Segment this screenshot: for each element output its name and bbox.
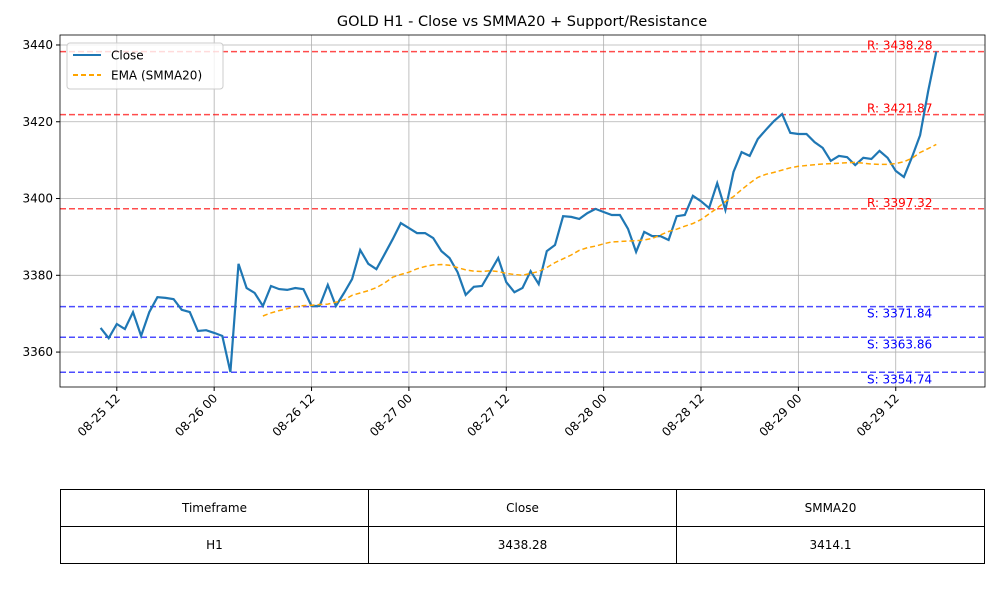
y-tick-label: 3440 <box>22 38 53 52</box>
x-tick-label: 08-25 12 <box>75 391 123 439</box>
level-label: S: 3363.86 <box>867 337 932 351</box>
data-row: H1 3438.28 3414.1 <box>60 526 985 564</box>
cell: H1 <box>60 526 369 564</box>
y-tick-label: 3420 <box>22 115 53 129</box>
chart-title: GOLD H1 - Close vs SMMA20 + Support/Resi… <box>337 14 707 30</box>
y-tick-label: 3360 <box>22 345 53 359</box>
header-cell: SMMA20 <box>676 489 985 527</box>
x-tick-label: 08-27 00 <box>367 391 415 439</box>
x-tick-label: 08-26 12 <box>270 391 318 439</box>
level-label: S: 3354.74 <box>867 372 932 386</box>
cell: 3438.28 <box>368 526 677 564</box>
x-tick-label: 08-29 00 <box>756 391 804 439</box>
x-tick-label: 08-28 00 <box>562 391 610 439</box>
header-row: Timeframe Close SMMA20 <box>60 489 985 527</box>
level-label: R: 3397.32 <box>867 196 932 210</box>
x-tick-label: 08-28 12 <box>659 391 707 439</box>
cell: 3414.1 <box>676 526 985 564</box>
header-cell: Close <box>368 489 677 527</box>
chart: GOLD H1 - Close vs SMMA20 + Support/Resi… <box>22 14 986 439</box>
x-tick-label: 08-29 12 <box>854 391 902 439</box>
legend-label: EMA (SMMA20) <box>111 69 202 83</box>
level-label: R: 3438.28 <box>867 39 932 53</box>
plot-frame <box>59 34 986 388</box>
x-tick-label: 08-27 12 <box>464 391 512 439</box>
header-cell: Timeframe <box>60 489 369 527</box>
series-line <box>99 51 938 373</box>
legend-label: Close <box>111 49 144 63</box>
summary-table: Timeframe Close SMMA20 H1 3438.28 3414.1 <box>60 489 985 564</box>
y-tick-label: 3380 <box>22 268 53 282</box>
level-label: R: 3421.87 <box>867 102 932 116</box>
legend-box <box>66 42 224 90</box>
level-label: S: 3371.84 <box>867 307 932 321</box>
y-tick-label: 3400 <box>22 192 53 206</box>
series-line <box>262 143 937 317</box>
x-tick-label: 08-26 00 <box>172 391 220 439</box>
